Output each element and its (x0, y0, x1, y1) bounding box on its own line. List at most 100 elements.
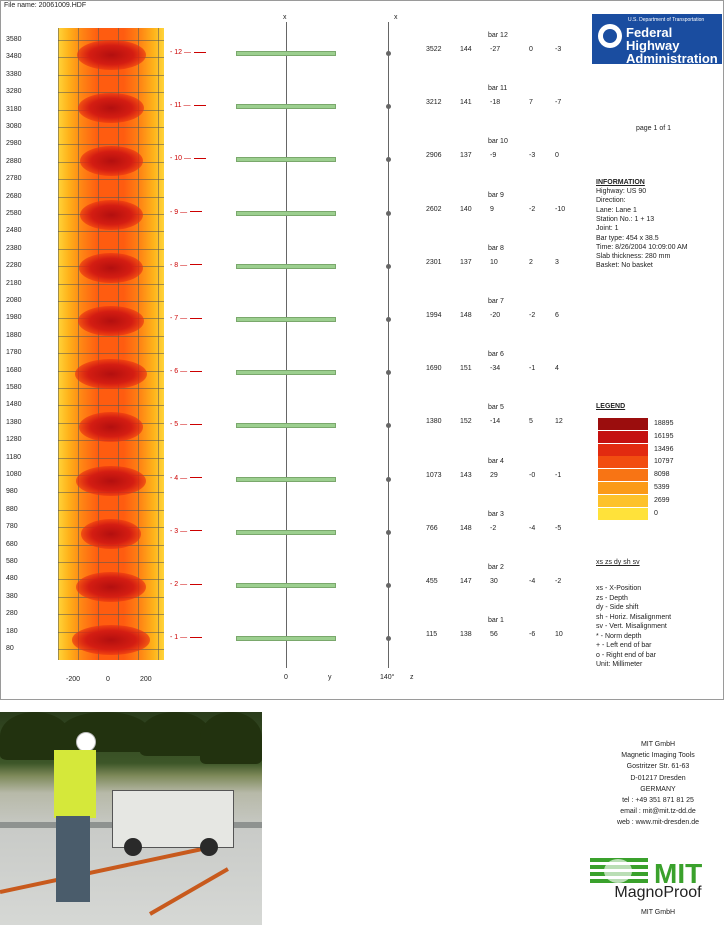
bar-zs: 140 (460, 205, 472, 213)
grid-line (58, 92, 164, 94)
company-line: web : www.mit-dresden.de (616, 819, 700, 827)
y-axis-label: 580 (6, 558, 18, 565)
grid-line (58, 335, 164, 337)
bar-sh: 7 (529, 99, 533, 107)
bar-profile (236, 423, 336, 429)
legend-value: 18895 (654, 420, 674, 427)
y-axis-label: 880 (6, 505, 18, 513)
y-axis-label: 1180 (6, 453, 22, 461)
bar-dy: -9 (490, 152, 497, 160)
legend-swatch (598, 456, 648, 469)
company-line: email : mit@mit.tz-dd.de (620, 808, 696, 816)
info-line: Joint: 1 (596, 225, 619, 233)
y-axis-label: 1080 (6, 471, 22, 478)
y-axis-label: 2280 (6, 262, 22, 270)
mit-logo-text: MIT (654, 858, 702, 887)
bar-sh: 0 (529, 46, 533, 53)
heat-blob (71, 625, 151, 656)
page-info: page 1 of 1 (636, 125, 672, 132)
bar-end-icon (386, 423, 391, 429)
bar-sv: 10 (555, 631, 563, 639)
bar-sv: -7 (555, 99, 562, 107)
bar-xs: 2602 (426, 205, 442, 213)
fhwa-line1: Federal Highway (626, 25, 680, 53)
x-axis-label: 0 (106, 676, 110, 683)
legend-swatch (598, 507, 648, 520)
heat-blob (77, 306, 145, 336)
info-line: Bar type: 454 x 38.5 (596, 234, 659, 242)
bar-marker: - 8 — (170, 262, 202, 269)
bar-xs: 1994 (426, 312, 442, 319)
bar-profile (236, 583, 336, 588)
bar-dy: -34 (490, 365, 501, 373)
bar-label: bar 2 (488, 564, 504, 571)
bar-sv: -1 (555, 471, 562, 479)
bar-end-icon (386, 104, 391, 110)
bar-sv: 6 (555, 312, 559, 319)
bar-profile (236, 157, 336, 163)
bar-label: bar 4 (488, 457, 504, 465)
bar-marker: - 2 — (170, 581, 202, 588)
bar-label: bar 7 (488, 298, 504, 305)
y-axis-label: 2980 (6, 140, 22, 148)
legend-value: 10797 (654, 458, 674, 466)
field-photo (0, 712, 262, 925)
bar-dy: -2 (490, 524, 497, 532)
y-axis-label: 480 (6, 575, 18, 583)
product-name: MagnoProof (614, 884, 702, 901)
info-line: Lane: Lane 1 (596, 206, 637, 214)
grid-line (78, 28, 79, 660)
bar-zs: 143 (460, 471, 472, 479)
grid-line (58, 301, 164, 302)
grid-line (58, 509, 164, 511)
bar-end-icon (386, 529, 391, 535)
fhwa-dept: U.S. Department of Transportation (628, 17, 705, 23)
y-axis-label: 2680 (6, 192, 22, 200)
company-line: Gostritzer Str. 61-63 (626, 763, 690, 771)
heat-blob (79, 252, 143, 283)
bar-zs: 137 (460, 152, 472, 160)
bar-sh: -6 (529, 631, 536, 639)
bar-dy: 30 (490, 578, 498, 585)
bar-xs: 1690 (426, 365, 442, 373)
info-line: Basket: No basket (596, 262, 653, 270)
heat-blob (80, 518, 142, 549)
key-line: zs - Depth (596, 594, 628, 602)
bar-sh: -4 (529, 578, 536, 585)
bar-zs: 138 (460, 631, 472, 639)
bar-xs: 2906 (426, 152, 442, 160)
y-axis-label: 2880 (6, 157, 22, 165)
mid-axis-y: y (328, 674, 332, 681)
bar-label: bar 9 (488, 191, 504, 199)
bar-dy: -18 (490, 99, 501, 107)
legend-swatch (598, 430, 648, 443)
grid-line (58, 231, 164, 233)
bar-zs: 152 (460, 418, 472, 426)
bar-xs: 3212 (426, 99, 442, 107)
bar-marker: - 10 — (170, 155, 206, 162)
y-axis-label: 3580 (6, 36, 22, 43)
legend-swatch (598, 482, 648, 494)
grid-line (58, 74, 164, 76)
bar-zs: 147 (460, 578, 472, 585)
info-line: Direction: (596, 197, 626, 205)
bar-label: bar 1 (488, 617, 504, 625)
bar-profile (236, 370, 336, 376)
legend-value: 16195 (654, 432, 674, 440)
grid-line (58, 179, 164, 181)
bar-profile (236, 51, 336, 56)
trailer-wheel (200, 838, 218, 856)
grid-line (58, 405, 164, 407)
y-axis-label: 2580 (6, 210, 22, 217)
bar-sv: -3 (555, 46, 562, 53)
bar-xs: 1073 (426, 471, 442, 479)
bar-end-icon (386, 157, 391, 163)
grid-line (58, 614, 164, 616)
legend-swatch (598, 418, 648, 430)
worker-vest (54, 750, 96, 818)
key-line: xs - X-Position (596, 585, 642, 592)
footer-company: MIT GmbH (640, 909, 676, 916)
bar-label: bar 6 (488, 351, 504, 359)
heat-map (58, 28, 164, 660)
worker-helmet (76, 732, 96, 752)
